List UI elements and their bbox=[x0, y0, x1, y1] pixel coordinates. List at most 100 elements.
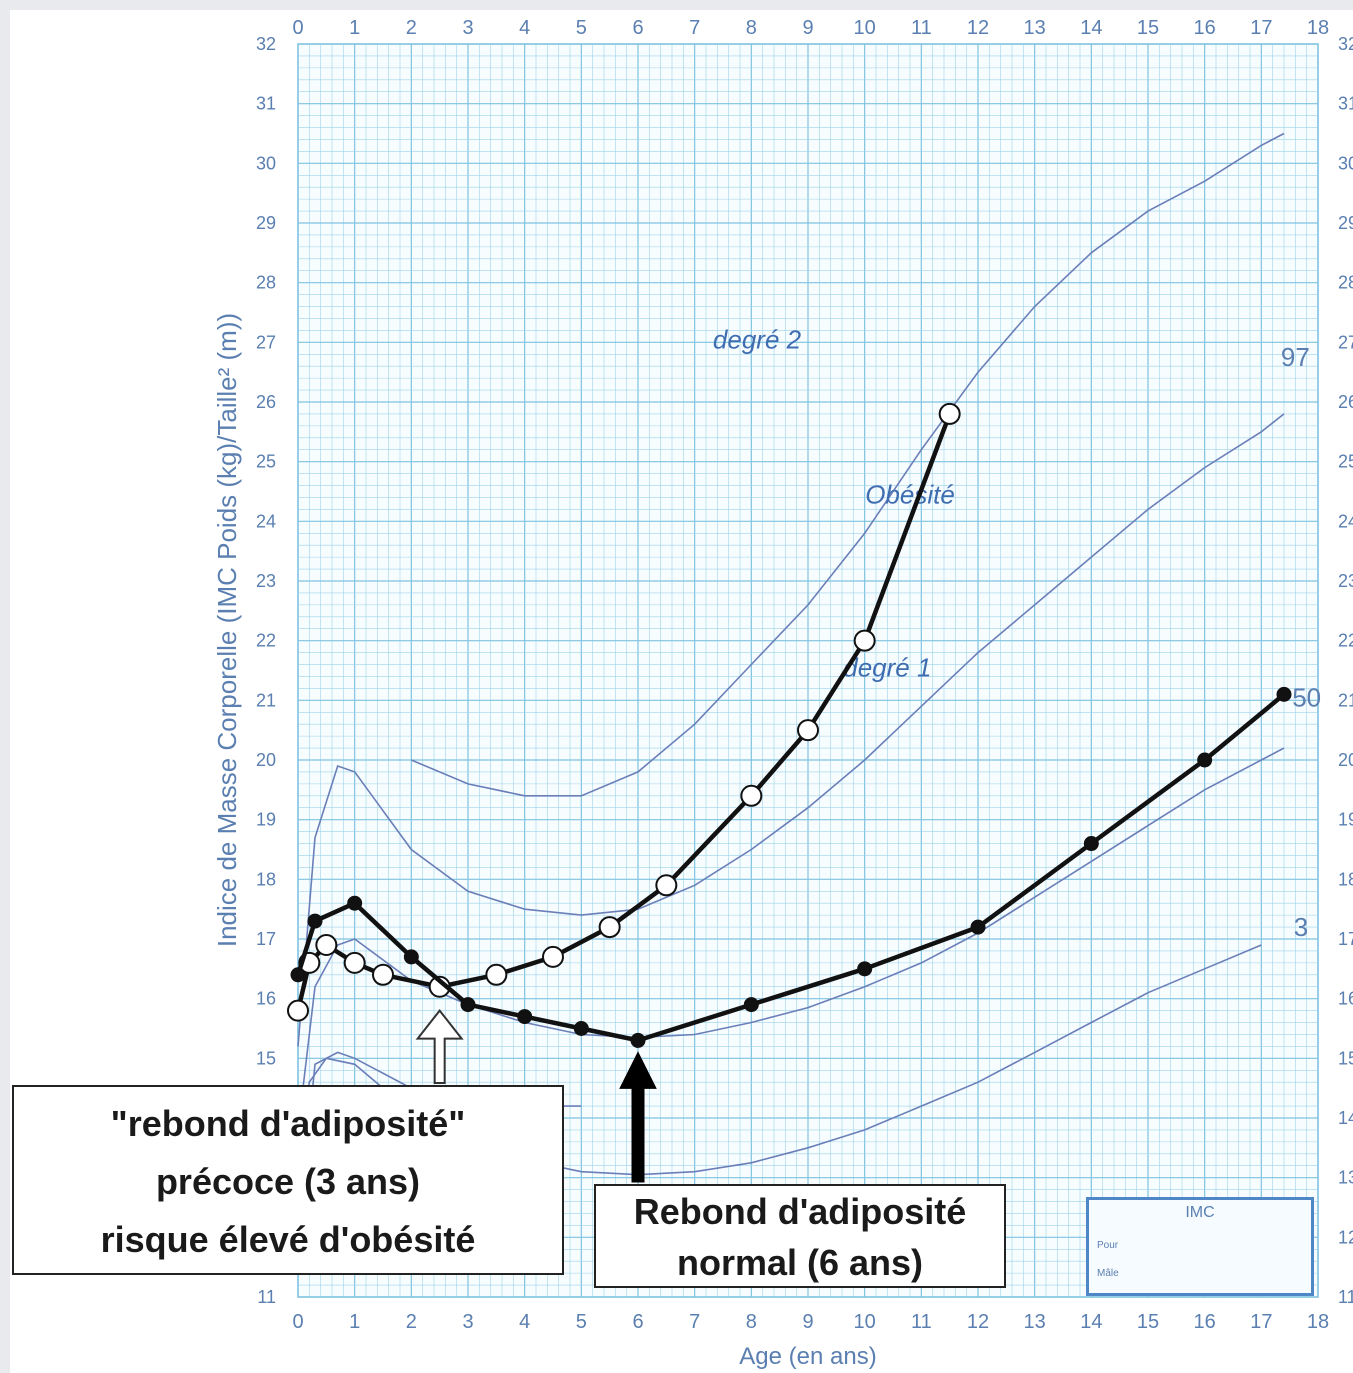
x-tick-label-bottom: 13 bbox=[1024, 1311, 1046, 1333]
data-point-open bbox=[343, 951, 366, 974]
y-tick-label-right: 14 bbox=[1338, 1108, 1353, 1128]
y-tick-label-right: 19 bbox=[1338, 810, 1353, 830]
reference-curve-2 bbox=[297, 413, 1285, 1047]
x-tick-label-top: 15 bbox=[1137, 17, 1159, 39]
data-point-filled bbox=[630, 1032, 646, 1048]
data-point-open bbox=[740, 784, 763, 807]
zone-label: Obésité bbox=[865, 479, 955, 509]
x-tick-label-bottom: 17 bbox=[1250, 1311, 1272, 1333]
y-tick-label-right: 31 bbox=[1338, 94, 1353, 114]
y-tick-label-left: 30 bbox=[256, 153, 276, 173]
x-tick-label-top: 9 bbox=[802, 17, 813, 39]
data-point-open bbox=[797, 719, 819, 742]
y-tick-label-left: 15 bbox=[256, 1048, 276, 1068]
y-tick-label-right: 26 bbox=[1338, 392, 1353, 412]
x-tick-label-top: 0 bbox=[292, 17, 303, 39]
y-tick-label-right: 32 bbox=[1338, 34, 1353, 54]
curve-label: 97 bbox=[1281, 342, 1310, 372]
callout-normal-line-1: Rebond d'adiposité bbox=[633, 1191, 967, 1232]
x-tick-label-bottom: 16 bbox=[1194, 1311, 1216, 1333]
y-tick-label-right: 22 bbox=[1338, 631, 1353, 651]
callout-early-rebound: "rebond d'adiposité" précoce (3 ans) ris… bbox=[12, 1085, 564, 1275]
y-tick-label-right: 21 bbox=[1338, 690, 1353, 710]
zone-label: degré 1 bbox=[843, 652, 931, 682]
data-point-open bbox=[598, 916, 621, 939]
y-tick-label-left: 11 bbox=[257, 1287, 276, 1307]
y-tick-label-right: 16 bbox=[1338, 989, 1353, 1009]
y-tick-label-right: 20 bbox=[1338, 750, 1353, 770]
zone-label: degré 2 bbox=[713, 324, 802, 354]
y-tick-label-right: 12 bbox=[1338, 1227, 1353, 1247]
data-point-filled bbox=[307, 913, 323, 929]
x-tick-label-bottom: 3 bbox=[462, 1311, 473, 1333]
curve-label: 50 bbox=[1292, 682, 1321, 712]
data-point-open bbox=[287, 999, 309, 1022]
reference-curve-3 bbox=[410, 132, 1285, 797]
y-tick-label-right: 17 bbox=[1338, 929, 1353, 949]
data-point-filled bbox=[970, 919, 986, 935]
x-tick-label-bottom: 8 bbox=[746, 1311, 757, 1333]
x-tick-label-bottom: 0 bbox=[292, 1311, 303, 1333]
y-tick-label-left: 19 bbox=[256, 810, 276, 830]
arrow-early-rebound bbox=[415, 1008, 464, 1084]
callout-early-line-2: précoce (3 ans) bbox=[155, 1161, 421, 1202]
legend-box-title: IMC bbox=[1185, 1204, 1215, 1221]
data-point-open bbox=[542, 945, 564, 968]
x-tick-label-bottom: 18 bbox=[1307, 1311, 1329, 1333]
y-tick-label-left: 22 bbox=[256, 631, 276, 651]
chart-labels: Indice de Masse Corporelle (IMC Poids (k… bbox=[212, 313, 877, 1370]
callout-early-line-1: "rebond d'adiposité" bbox=[110, 1103, 466, 1144]
x-tick-label-top: 3 bbox=[462, 17, 473, 39]
y-tick-label-right: 18 bbox=[1338, 869, 1353, 889]
x-tick-label-top: 1 bbox=[349, 17, 360, 39]
y-tick-label-left: 17 bbox=[256, 929, 276, 949]
y-tick-label-left: 32 bbox=[256, 34, 276, 54]
y-axis-label: Indice de Masse Corporelle (IMC Poids (k… bbox=[212, 313, 242, 947]
y-tick-label-right: 13 bbox=[1338, 1168, 1353, 1188]
y-tick-label-left: 23 bbox=[256, 571, 276, 591]
x-tick-label-top: 7 bbox=[689, 17, 700, 39]
y-tick-label-right: 15 bbox=[1338, 1048, 1353, 1068]
data-point-filled bbox=[290, 967, 306, 983]
x-tick-label-bottom: 14 bbox=[1080, 1311, 1102, 1333]
data-point-open bbox=[655, 874, 678, 897]
x-tick-label-bottom: 12 bbox=[967, 1311, 989, 1333]
data-point-open bbox=[853, 629, 876, 652]
x-tick-label-top: 17 bbox=[1250, 17, 1272, 39]
x-tick-label-top: 8 bbox=[746, 17, 757, 39]
curve-label: 3 bbox=[1294, 912, 1308, 942]
data-point-open bbox=[485, 963, 508, 986]
data-point-filled bbox=[1083, 836, 1099, 852]
y-tick-label-left: 18 bbox=[256, 869, 276, 889]
reference-curve-0 bbox=[297, 944, 1262, 1176]
data-point-filled bbox=[347, 895, 363, 911]
y-tick-label-left: 31 bbox=[256, 94, 276, 114]
x-tick-label-top: 16 bbox=[1194, 17, 1216, 39]
y-tick-label-right: 25 bbox=[1338, 452, 1353, 472]
y-tick-label-left: 21 bbox=[256, 690, 276, 710]
x-tick-label-top: 5 bbox=[576, 17, 587, 39]
legend-box-line-1: Pour bbox=[1097, 1240, 1119, 1251]
y-tick-label-left: 28 bbox=[256, 273, 276, 293]
callout-early-line-3: risque élevé d'obésité bbox=[100, 1219, 476, 1260]
x-tick-label-bottom: 11 bbox=[911, 1311, 932, 1333]
x-tick-label-bottom: 9 bbox=[802, 1311, 813, 1333]
x-tick-label-top: 4 bbox=[519, 17, 530, 39]
data-point-filled bbox=[517, 1009, 533, 1025]
x-tick-label-bottom: 15 bbox=[1137, 1311, 1159, 1333]
y-tick-label-right: 29 bbox=[1338, 213, 1353, 233]
legend-box-line-2: Mâle bbox=[1097, 1268, 1119, 1279]
callout-normal-rebound: Rebond d'adiposité normal (6 ans) bbox=[594, 1184, 1006, 1288]
y-tick-label-right: 28 bbox=[1338, 273, 1353, 293]
y-tick-label-right: 23 bbox=[1338, 571, 1353, 591]
series-line-1 bbox=[295, 692, 1286, 1043]
x-tick-label-top: 10 bbox=[854, 17, 876, 39]
arrow-normal-rebound bbox=[619, 1051, 657, 1183]
y-tick-label-right: 27 bbox=[1338, 332, 1353, 352]
x-tick-label-top: 14 bbox=[1080, 17, 1102, 39]
reference-curve-1 bbox=[297, 747, 1285, 1130]
x-axis-label: Age (en ans) bbox=[739, 1343, 876, 1370]
x-tick-label-top: 13 bbox=[1024, 17, 1046, 39]
